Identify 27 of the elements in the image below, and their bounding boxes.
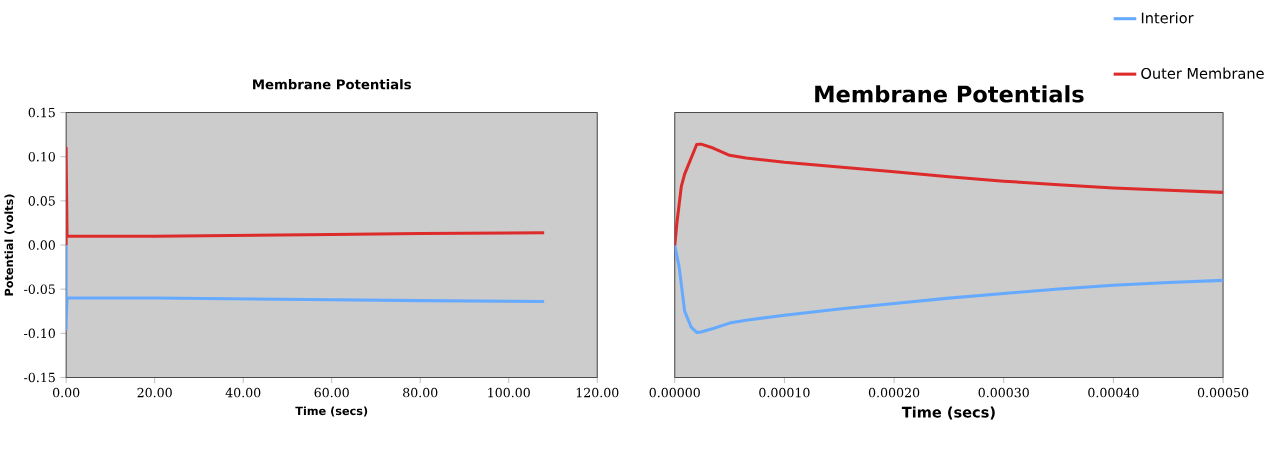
x-tick-label: 0.00020	[868, 387, 920, 398]
y-tick-label: 0.10	[28, 151, 55, 162]
y-tick-label: 0.05	[28, 196, 55, 206]
y-tick-label: 0.15	[28, 107, 55, 118]
x-tick-label: 0.00000	[649, 387, 700, 398]
y-tick-label: 0.00	[28, 240, 55, 250]
x-axis-title: Time (secs)	[295, 406, 368, 417]
y-tick-label: -0.15	[24, 372, 55, 383]
x-tick-label: 0.00030	[978, 387, 1029, 398]
x-tick-label: 20.00	[137, 387, 172, 398]
x-tick-label: 100.00	[488, 387, 530, 398]
legend-label: Interior	[1141, 12, 1194, 24]
y-axis-title: Potential (volts)	[4, 194, 15, 296]
x-tick-label: 0.00050	[1197, 387, 1249, 398]
chart-title: Membrane Potentials	[253, 79, 411, 90]
chart-title: Membrane Potentials	[815, 85, 1084, 103]
x-tick-label: 40.00	[225, 387, 261, 398]
y-tick-label: -0.05	[24, 284, 55, 294]
x-tick-label: 80.00	[403, 387, 438, 398]
legend-label: Outer Membrane	[1141, 67, 1264, 79]
x-tick-label: 0.00010	[759, 387, 810, 398]
x-axis-title: Time (secs)	[901, 406, 995, 420]
x-tick-label: 120.00	[576, 387, 619, 398]
x-tick-label: 60.00	[314, 387, 349, 398]
y-tick-label: -0.10	[24, 328, 55, 339]
x-tick-label: 0.00	[52, 387, 80, 398]
x-tick-label: 0.00040	[1088, 387, 1139, 398]
